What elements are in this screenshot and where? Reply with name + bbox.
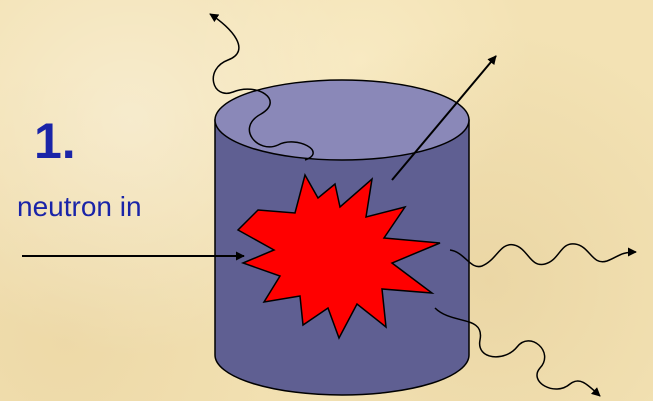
- neutron-in-label: neutron in: [17, 191, 142, 222]
- step-number: 1.: [34, 113, 76, 169]
- cylinder-top: [214, 79, 470, 161]
- gamma-ray-right-icon: [449, 243, 637, 268]
- gamma-ray-up-left-icon: [209, 13, 314, 161]
- gamma-ray-down-right-icon: [434, 307, 601, 397]
- fragment-arrow: [391, 55, 497, 181]
- explosion-burst-icon: [236, 173, 441, 340]
